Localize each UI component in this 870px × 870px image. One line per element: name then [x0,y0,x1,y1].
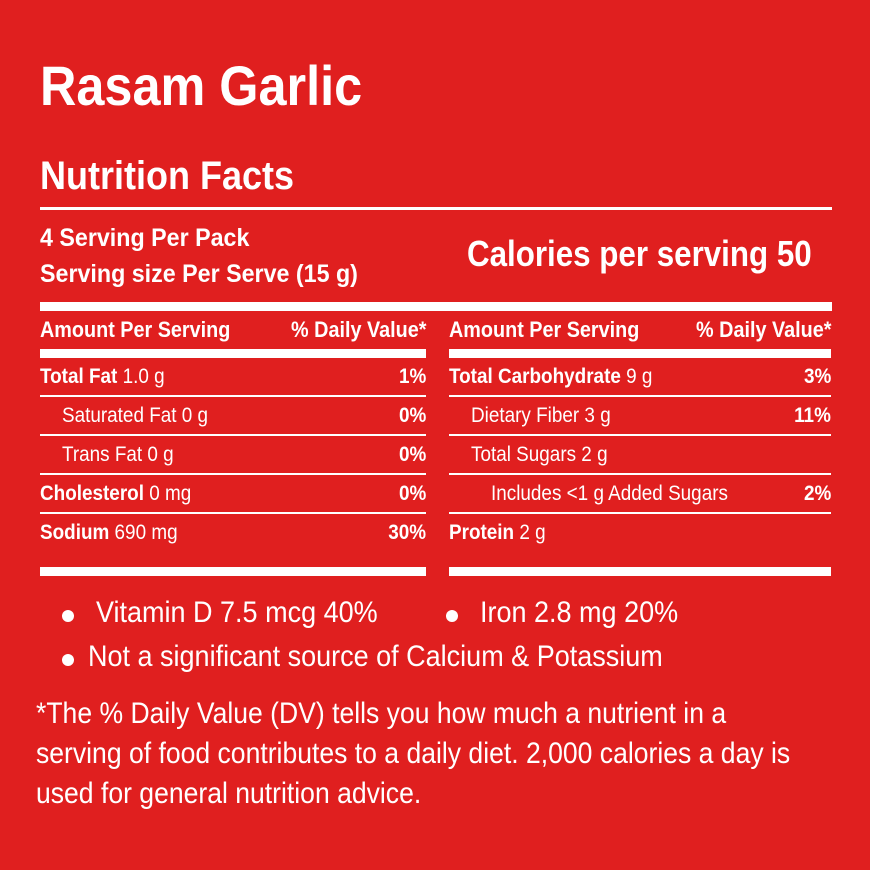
servings-per-pack: 4 Serving Per Pack [40,224,250,252]
footnote-line: used for general nutrition advice. [36,777,422,810]
serving-size: Serving size Per Serve (15 g) [40,260,358,288]
nutrient-name: Dietary Fiber 3 g [471,404,611,427]
nutrient-row-total-sugars: Total Sugars 2 g [449,436,831,475]
nutrient-row-cholesterol: Cholesterol 0 mg 0% [40,475,426,514]
right-nutrient-panel: Amount Per Serving % Daily Value* Total … [449,311,831,581]
nutrient-name: Sodium [40,521,110,544]
nutrient-row-protein: Protein 2 g [449,514,831,553]
right-panel-header: Amount Per Serving % Daily Value* [449,311,831,349]
nutrient-row-sodium: Sodium 690 mg 30% [40,514,426,553]
left-header-divider [40,349,426,358]
nutrient-amount: 2 g [514,521,546,544]
calories-per-serving: Calories per serving 50 [467,233,812,274]
daily-value-label: % Daily Value* [695,317,831,342]
nutrient-amount: 1.0 g [117,365,165,388]
footnote-line: *The % Daily Value (DV) tells you how mu… [36,697,727,730]
left-bottom-divider [40,567,426,576]
right-header-divider [449,349,831,358]
nutrition-facts-heading: Nutrition Facts [40,154,295,198]
nutrient-name: Total Fat [40,365,118,388]
nutrient-row-dietary-fiber: Dietary Fiber 3 g 11% [449,397,831,436]
daily-value-label: % Daily Value* [290,317,426,342]
nutrient-name: Total Sugars 2 g [471,443,608,466]
footnote-line: serving of food contributes to a daily d… [36,737,791,770]
nutrient-dv: 0% [398,443,426,466]
product-title: Rasam Garlic [40,54,363,117]
nutrient-name: Saturated Fat 0 g [62,404,209,427]
nutrient-name: Protein [449,521,515,544]
left-nutrient-panel: Amount Per Serving % Daily Value* Total … [40,311,426,581]
amount-per-serving-label: Amount Per Serving [449,317,640,342]
right-bottom-divider [449,567,831,576]
nutrient-amount: 0 mg [143,482,192,505]
nutrient-dv: 30% [388,521,426,544]
left-panel-header: Amount Per Serving % Daily Value* [40,311,426,349]
iron-text: Iron 2.8 mg 20% [480,596,679,629]
nutrient-name: Total Carbohydrate [449,365,621,388]
nutrient-dv: 2% [803,482,831,505]
bullet-dot-icon [446,610,458,622]
nutrient-row-total-fat: Total Fat 1.0 g 1% [40,358,426,397]
nutrient-amount: 9 g [620,365,653,388]
vitamin-d-text: Vitamin D 7.5 mcg 40% [96,596,378,629]
nutrient-dv: 0% [398,404,426,427]
nutrient-row-added-sugars: Includes <1 g Added Sugars 2% [449,475,831,514]
bullet-dot-icon [62,654,74,666]
top-divider [40,207,832,210]
nutrient-dv: 3% [803,365,831,388]
nutrient-amount: 690 mg [109,521,178,544]
amount-per-serving-label: Amount Per Serving [40,317,231,342]
nutrient-dv: 1% [398,365,426,388]
nutrient-row-trans-fat: Trans Fat 0 g 0% [40,436,426,475]
nutrient-dv: 11% [794,404,831,427]
nutrient-row-saturated-fat: Saturated Fat 0 g 0% [40,397,426,436]
nutrient-row-total-carbohydrate: Total Carbohydrate 9 g 3% [449,358,831,397]
bullet-dot-icon [62,610,74,622]
serving-divider [40,302,832,311]
calcium-note-text: Not a significant source of Calcium & Po… [88,640,663,673]
daily-value-footnote: *The % Daily Value (DV) tells you how mu… [36,694,833,814]
nutrient-name: Trans Fat 0 g [62,443,174,466]
nutrient-name: Includes <1 g Added Sugars [491,482,728,505]
nutrient-name: Cholesterol [40,482,144,505]
nutrient-dv: 0% [398,482,426,505]
